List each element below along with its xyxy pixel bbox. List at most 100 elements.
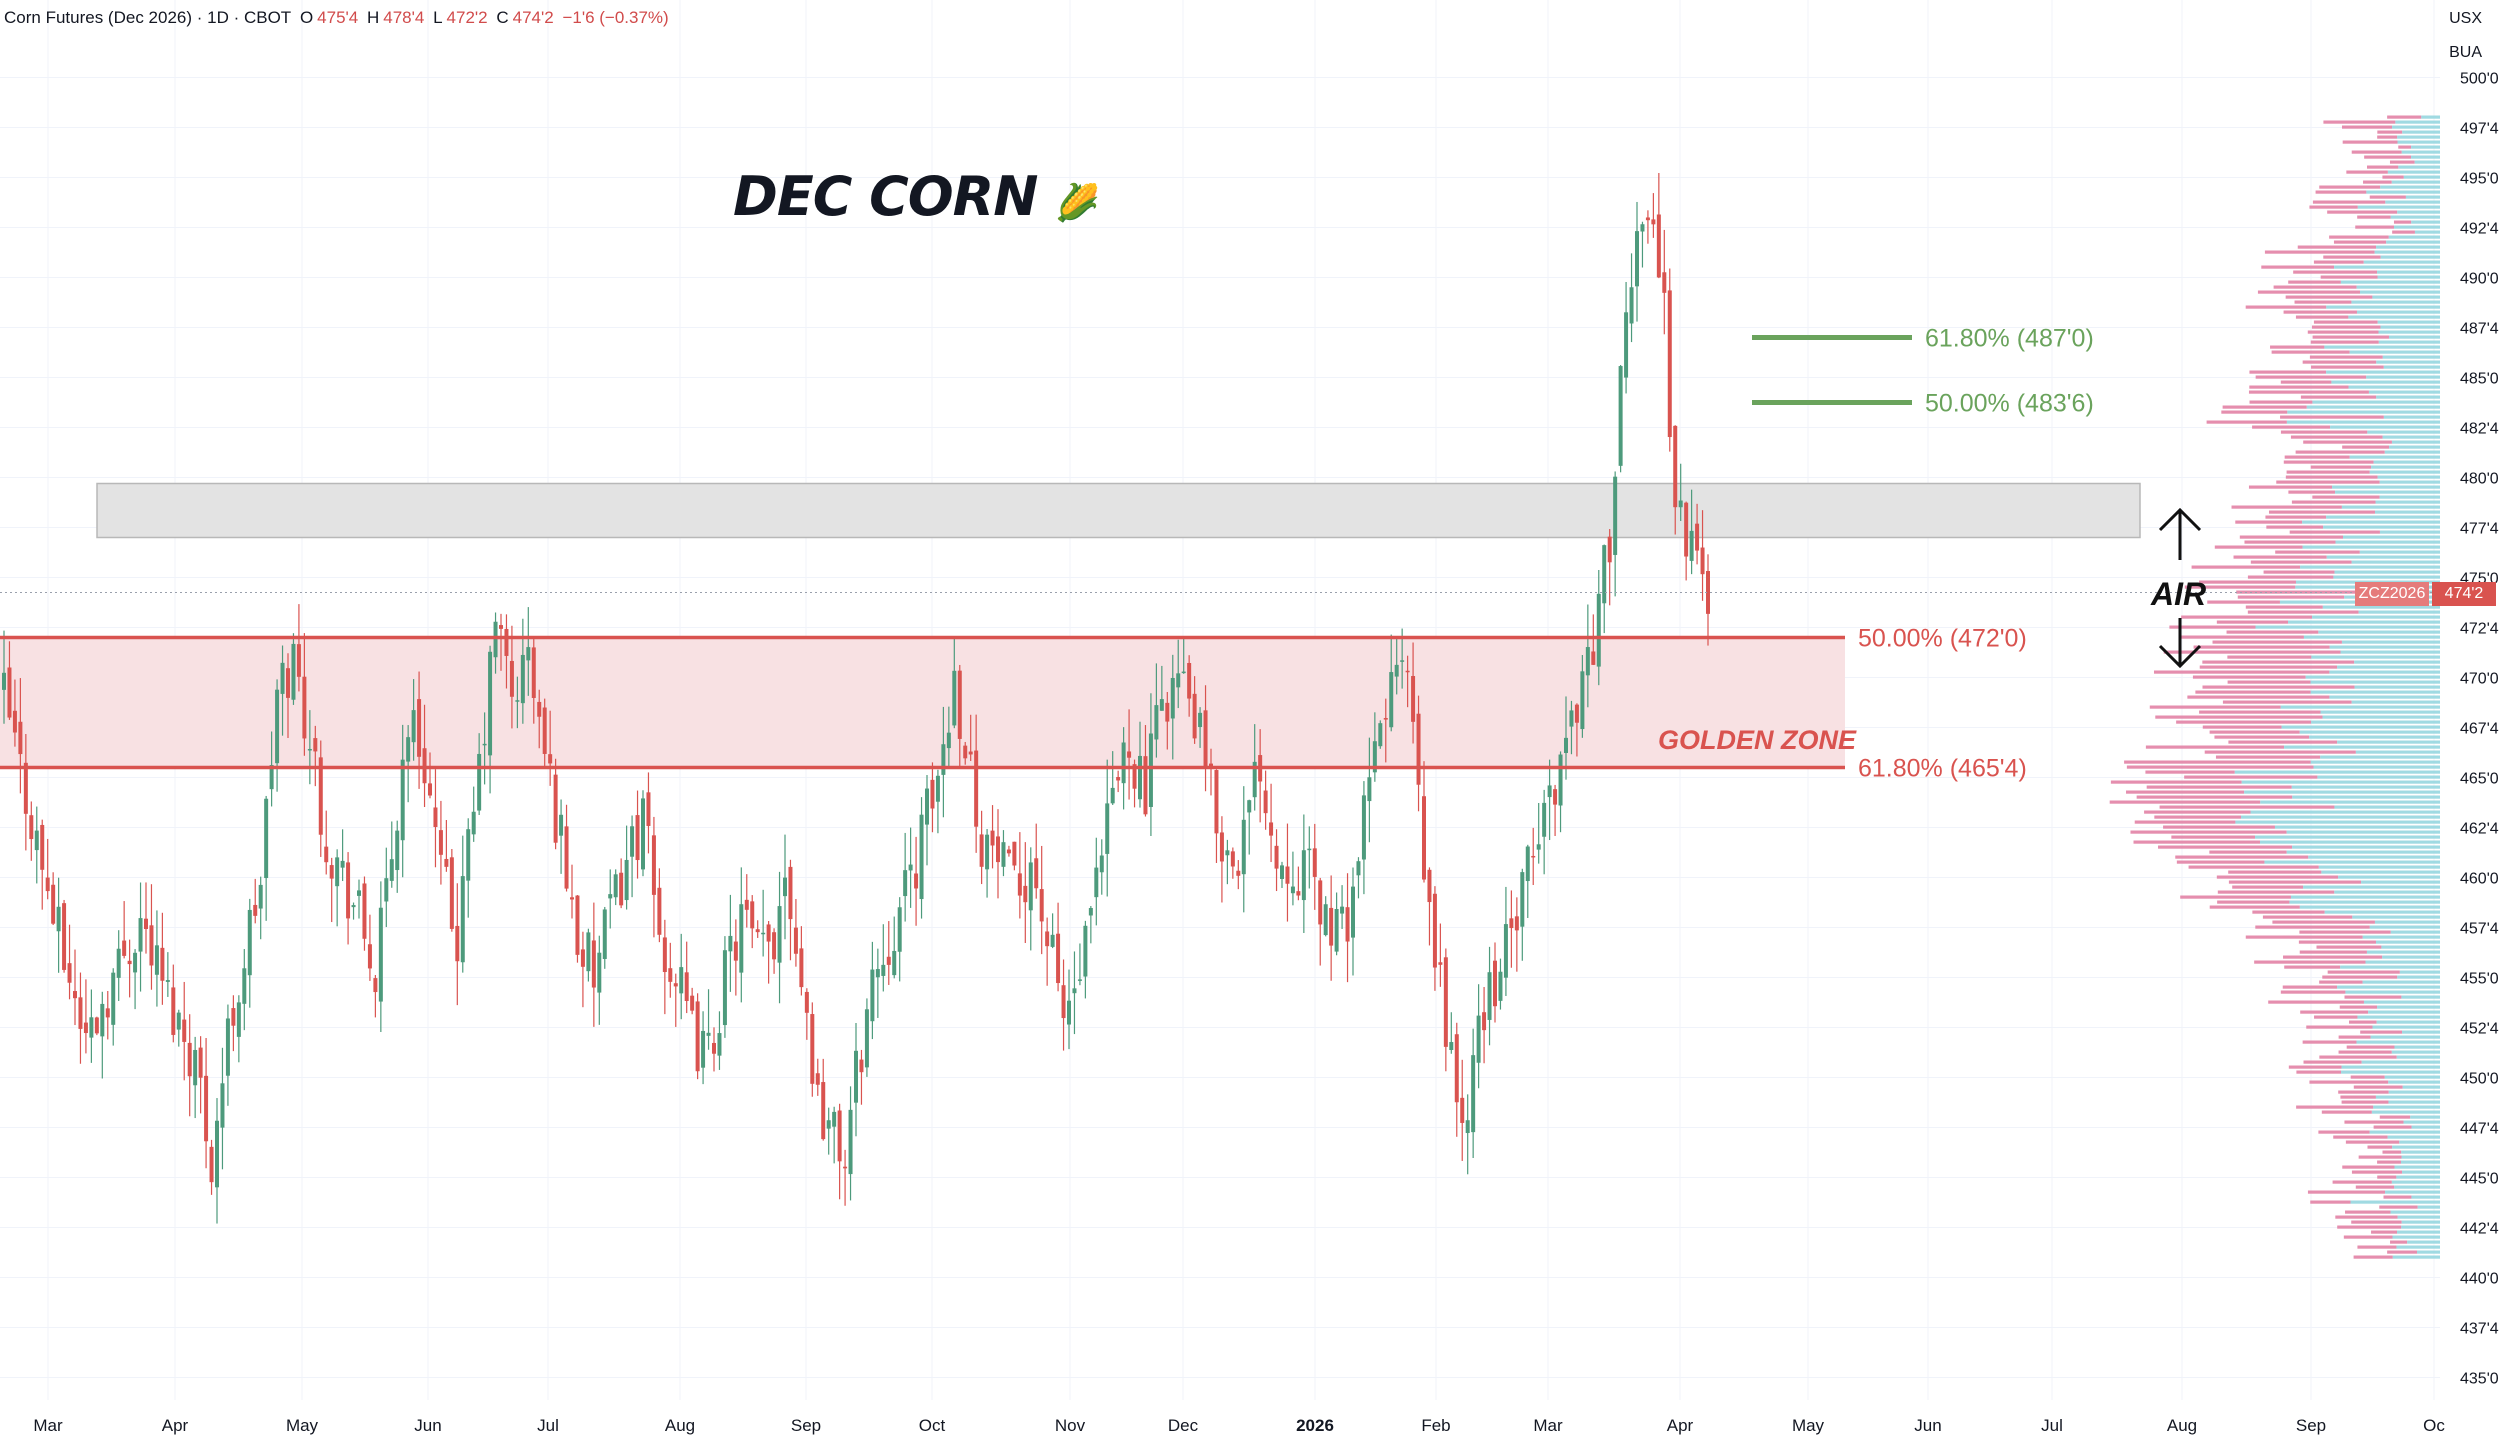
volume-bar-up [2322, 605, 2440, 609]
candle-down [837, 1110, 842, 1162]
volume-bar-up [2390, 1210, 2440, 1214]
candle-up [706, 1032, 711, 1036]
candle-down [499, 625, 503, 629]
volume-bar-up [2292, 845, 2440, 849]
candle-down [1274, 845, 1279, 869]
y-tick-label: 492'4 [2460, 221, 2499, 238]
candle-down [575, 895, 580, 955]
volume-bar-down [2302, 360, 2377, 364]
volume-bar-up [2324, 345, 2440, 349]
candle-down [564, 826, 569, 889]
candle-up [1225, 850, 1230, 856]
candle-down [1056, 933, 1061, 984]
candle-up [111, 972, 116, 1025]
x-tick-label: Nov [1055, 1416, 1086, 1435]
candle-up [739, 904, 744, 973]
x-tick-label: Aug [2167, 1416, 2197, 1435]
candle-down [1460, 1097, 1465, 1123]
candle-up [100, 1003, 105, 1037]
volume-bar-up [2400, 1160, 2440, 1164]
candle-up [2, 672, 6, 690]
volume-bar-down [2353, 1085, 2403, 1089]
volume-bar-up [2403, 175, 2440, 179]
candle-down [635, 815, 640, 861]
candle-down [695, 1001, 700, 1072]
currency-label[interactable]: USX [2449, 10, 2482, 27]
candle-down [1684, 502, 1689, 557]
candle-up [679, 967, 684, 994]
volume-bar-down [2176, 720, 2312, 724]
volume-bar-down [2265, 515, 2327, 519]
volume-bar-down [2393, 220, 2412, 224]
candle-up [247, 909, 252, 976]
volume-bar-down [2379, 1115, 2411, 1119]
volume-bar-up [2411, 220, 2440, 224]
candle-up [832, 1111, 837, 1127]
candle-down [1012, 841, 1017, 866]
candle-up [389, 859, 394, 881]
candle-up [875, 969, 880, 978]
volume-bar-down [2295, 315, 2349, 319]
volume-bar-up [2388, 235, 2440, 239]
candle-down [83, 1022, 88, 1034]
volume-bar-up [2403, 1120, 2440, 1124]
volume-bar-down [2247, 575, 2334, 579]
candle-down [1509, 918, 1514, 929]
volume-bar-down [2377, 1175, 2397, 1179]
volume-bar-down [2280, 415, 2384, 419]
candle-up [1105, 803, 1110, 854]
candle-down [160, 947, 165, 981]
volume-bar-up [2290, 895, 2440, 899]
candle-down [531, 647, 536, 698]
volume-bar-up [2375, 500, 2440, 504]
candle-up [488, 651, 493, 756]
volume-bar-up [2388, 1100, 2440, 1104]
candle-up [848, 1109, 853, 1175]
volume-bar-up [2332, 485, 2440, 489]
volume-bar-up [2361, 1060, 2440, 1064]
volume-bar-up [2338, 875, 2440, 879]
volume-bar-down [2228, 880, 2362, 884]
open-label: O [299, 8, 314, 27]
volume-bar-down [2306, 1025, 2373, 1029]
candle-up [1252, 761, 1257, 798]
candle-down [690, 995, 695, 1011]
unit-label[interactable]: BUA [2449, 44, 2482, 61]
candle-down [1706, 570, 1710, 614]
volume-bar-up [2401, 1225, 2440, 1229]
fib-label-50-lower: 50.00% (472'0) [1858, 625, 2027, 653]
candle-down [1574, 704, 1579, 723]
candle-up [1618, 366, 1623, 466]
candle-up [34, 830, 39, 851]
volume-bar-up [2387, 170, 2440, 174]
candle-down [438, 830, 443, 855]
volume-bar-up [2284, 745, 2440, 749]
volume-bar-down [2255, 925, 2370, 929]
candle-down [1127, 751, 1132, 758]
y-tick-label: 460'0 [2460, 871, 2499, 888]
volume-bar-up [2326, 555, 2440, 559]
volume-bar-down [2344, 1120, 2404, 1124]
candle-down [766, 924, 771, 942]
volume-bar-down [2343, 1235, 2393, 1239]
candle-up [116, 948, 121, 978]
volume-bar-down [2187, 695, 2330, 699]
candle-down [1591, 651, 1596, 665]
volume-bar-up [2329, 670, 2440, 674]
volume-bar-down [2312, 495, 2380, 499]
volume-bar-down [2126, 790, 2245, 794]
volume-bar-down [2149, 705, 2281, 709]
volume-bar-down [2226, 630, 2319, 634]
volume-bar-down [2340, 1095, 2376, 1099]
low-label: L [433, 8, 443, 27]
candle-up [340, 860, 345, 868]
y-tick-label: 490'0 [2460, 271, 2499, 288]
volume-bar-down [2299, 950, 2367, 954]
volume-bar-down [2337, 1225, 2402, 1229]
volume-bar-down [2245, 305, 2327, 309]
candle-down [1405, 670, 1410, 673]
candle-up [952, 670, 957, 726]
volume-bar-up [2330, 425, 2440, 429]
candle-up [1072, 988, 1077, 994]
